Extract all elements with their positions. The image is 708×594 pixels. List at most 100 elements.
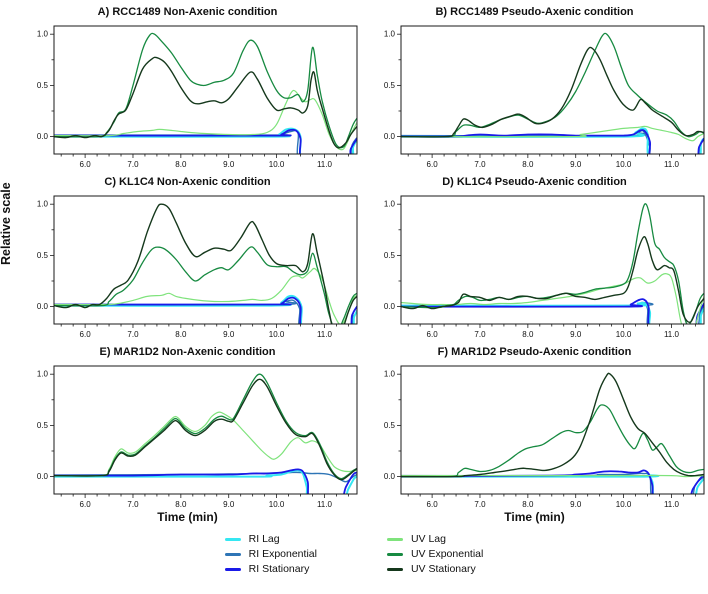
axis-ticks: [50, 33, 349, 158]
series-group: [401, 203, 704, 324]
legend-item-ri_lag: RI Lag: [224, 532, 317, 546]
y-tick-label: 1.0: [37, 370, 49, 379]
legend-swatch-uv_stationary: [386, 567, 403, 571]
legend-item-ri_exponential: RI Exponential: [224, 547, 317, 561]
panel-f-series-uv_exponential: [401, 404, 704, 478]
legend-item-uv_lag: UV Lag: [386, 532, 483, 546]
y-tick-label: 1.0: [384, 30, 396, 39]
x-tick-label: 6.0: [80, 330, 92, 339]
legend: RI Lag RI Exponential RI Stationary UV Lag U…: [0, 532, 708, 576]
axis-ticks: [397, 33, 696, 158]
x-tick-label: 10.0: [616, 330, 632, 339]
panel-a-series-uv_stationary: [54, 56, 357, 149]
panel-c-series-uv_stationary: [54, 203, 357, 324]
panel-b: B) RCC1489 Pseudo-Axenic condition 6.0 7.…: [361, 2, 708, 172]
series-group: [401, 372, 704, 494]
legend-label-uv_lag: UV Lag: [410, 533, 446, 545]
panel-e: E) MAR1D2 Non-Axenic condition 6.0 7.0 8.0…: [14, 342, 361, 528]
y-tick-label: 1.0: [37, 200, 49, 209]
x-tick-label: 9.0: [223, 160, 235, 169]
x-tick-label: 11.0: [317, 160, 333, 169]
x-tick-label: 10.0: [616, 160, 632, 169]
panel-b-series-uv_stationary: [401, 46, 704, 138]
x-tick-label: 9.0: [570, 500, 582, 509]
axis-tick-labels: 6.0 7.0 8.0 9.0 10.0 11.0 0.0 0.5 1.0: [384, 370, 680, 509]
legend-column-uv: UV Lag UV Exponential UV Stationary: [386, 532, 484, 576]
plot-frame: [400, 195, 705, 325]
x-tick-label: 7.0: [127, 330, 139, 339]
axis-tick-labels: 6.0 7.0 8.0 9.0 10.0 11.0 0.0 0.5 1.0: [384, 30, 680, 169]
y-tick-label: 0.0: [384, 472, 396, 481]
panel-f-plot: 6.0 7.0 8.0 9.0 10.0 11.0 0.0 0.5 1.0: [384, 365, 705, 509]
legend-swatch-ri_lag: [224, 537, 241, 541]
legend-item-ri_stationary: RI Stationary: [224, 562, 317, 576]
panel-b-series-ri_exponential: [401, 129, 704, 154]
x-tick-label: 10.0: [269, 500, 285, 509]
plot-frame: [53, 365, 358, 495]
x-tick-label: 8.0: [522, 330, 534, 339]
panel-b-plot: 6.0 7.0 8.0 9.0 10.0 11.0 0.0 0.5 1.0: [384, 25, 705, 169]
x-tick-label: 8.0: [522, 500, 534, 509]
panel-a-series-uv_exponential: [54, 32, 357, 149]
panel-c-series-uv_lag: [54, 267, 357, 324]
panel-f-series-uv_stationary: [401, 372, 704, 478]
panel-d-series-ri_lag: [401, 301, 704, 324]
panel-c-title: C) KL1C4 Non-Axenic condition: [104, 176, 271, 188]
y-tick-label: 1.0: [384, 370, 396, 379]
panel-e-title: E) MAR1D2 Non-Axenic condition: [99, 346, 276, 358]
axis-tick-labels: 6.0 7.0 8.0 9.0 10.0 11.0 0.0 0.5 1.0: [37, 370, 333, 509]
y-tick-label: 0.0: [37, 302, 49, 311]
x-tick-label: 7.0: [474, 160, 486, 169]
panel-grid: A) RCC1489 Non-Axenic condition 6.0 7.0 8.…: [14, 0, 708, 528]
series-group: [54, 203, 357, 324]
y-tick-label: 1.0: [384, 200, 396, 209]
legend-swatch-uv_exponential: [386, 552, 403, 556]
legend-column-ri: RI Lag RI Exponential RI Stationary: [224, 532, 317, 576]
x-axis-label-right: Time (min): [504, 510, 565, 524]
y-tick-label: 0.0: [37, 132, 49, 141]
panel-a-series-ri_stationary: [54, 128, 357, 154]
panel-b-series-uv_exponential: [401, 32, 704, 138]
x-tick-label: 6.0: [427, 500, 439, 509]
panel-a-series-uv_lag: [54, 89, 357, 151]
panel-b-series-ri_lag: [401, 127, 704, 154]
panel-c-plot: 6.0 7.0 8.0 9.0 10.0 11.0 0.0 0.5 1.0: [37, 195, 358, 339]
x-tick-label: 7.0: [474, 500, 486, 509]
y-tick-label: 0.0: [384, 302, 396, 311]
x-tick-label: 6.0: [80, 160, 92, 169]
x-tick-label: 8.0: [175, 500, 187, 509]
y-tick-label: 0.0: [37, 472, 49, 481]
panel-d-series-uv_lag: [401, 272, 704, 324]
x-tick-label: 7.0: [127, 160, 139, 169]
x-tick-label: 7.0: [127, 500, 139, 509]
panel-c-series-uv_exponential: [54, 246, 357, 324]
panel-d-title: D) KL1C4 Pseudo-Axenic condition: [442, 176, 627, 188]
plot-frame: [400, 365, 705, 495]
axis-tick-labels: 6.0 7.0 8.0 9.0 10.0 11.0 0.0 0.5 1.0: [384, 200, 680, 339]
legend-swatch-ri_stationary: [224, 567, 241, 571]
legend-label-ri_exponential: RI Exponential: [248, 548, 317, 560]
y-axis-label: Relative scale: [0, 182, 13, 265]
x-tick-label: 8.0: [522, 160, 534, 169]
series-group: [54, 373, 357, 494]
panel-e-series-ri_lag: [54, 469, 357, 494]
plot-frame: [400, 25, 705, 155]
legend-label-uv_exponential: UV Exponential: [410, 548, 484, 560]
x-tick-label: 11.0: [664, 500, 680, 509]
axis-ticks: [50, 203, 349, 328]
legend-label-ri_stationary: RI Stationary: [248, 563, 310, 575]
panel-a-title: A) RCC1489 Non-Axenic condition: [97, 6, 278, 18]
panel-c-series-ri_lag: [54, 294, 357, 324]
x-tick-label: 10.0: [616, 500, 632, 509]
panel-c-series-ri_stationary: [54, 296, 357, 324]
x-tick-label: 7.0: [474, 330, 486, 339]
axis-tick-labels: 6.0 7.0 8.0 9.0 10.0 11.0 0.0 0.5 1.0: [37, 200, 333, 339]
y-tick-label: 0.5: [37, 251, 49, 260]
panel-a: A) RCC1489 Non-Axenic condition 6.0 7.0 8.…: [14, 2, 361, 172]
panel-f: F) MAR1D2 Pseudo-Axenic condition 6.0 7.0…: [361, 342, 708, 528]
panel-d-plot: 6.0 7.0 8.0 9.0 10.0 11.0 0.0 0.5 1.0: [384, 195, 705, 339]
x-tick-label: 9.0: [223, 500, 235, 509]
panel-c: C) KL1C4 Non-Axenic condition 6.0 7.0 8.0 9…: [14, 172, 361, 342]
y-tick-label: 0.5: [384, 251, 396, 260]
